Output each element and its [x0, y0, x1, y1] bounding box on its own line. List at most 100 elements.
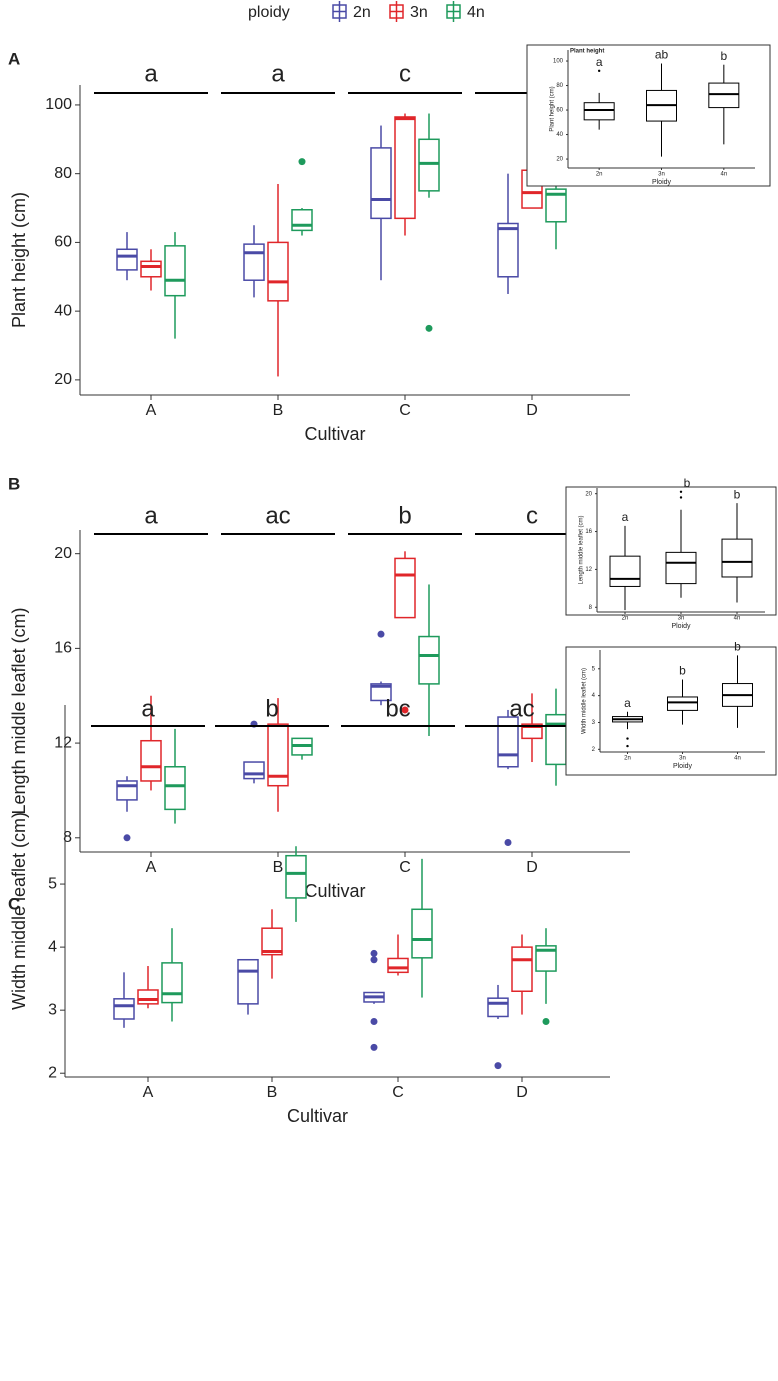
y-tick-label: 5 — [48, 875, 57, 892]
box — [291, 209, 313, 232]
box — [665, 551, 697, 585]
inset-group-letter: b — [734, 487, 741, 501]
x-tick-label: B — [273, 859, 284, 876]
legend-label: 4n — [467, 4, 485, 21]
box — [370, 147, 392, 220]
inset-group-letter: a — [622, 510, 629, 524]
group-letter: ac — [265, 502, 290, 529]
inset-x-tick-label: 3n — [678, 616, 685, 622]
inset-group-letter: a — [624, 696, 631, 710]
box — [497, 222, 519, 278]
box — [497, 716, 519, 768]
outlier — [597, 69, 601, 73]
box — [394, 116, 416, 220]
box — [243, 243, 265, 281]
x-axis-title: Cultivar — [304, 424, 365, 444]
inset-y-title: Length middle leaflet (cm) — [579, 515, 585, 584]
y-tick-label: 100 — [45, 96, 72, 113]
y-tick-label: 4 — [48, 938, 57, 955]
y-tick-label: 16 — [54, 640, 72, 657]
group-letter: a — [144, 502, 158, 529]
x-tick-label: C — [399, 859, 411, 876]
inset-x-title: Ploidy — [673, 763, 693, 770]
group-letter: c — [526, 502, 538, 529]
inset-x-tick-label: 4n — [734, 756, 741, 762]
y-axis-title: Length middle leaflet (cm) — [9, 607, 29, 814]
outlier — [542, 1018, 550, 1026]
outlier — [494, 1062, 502, 1070]
y-tick-label: 4 — [592, 693, 596, 699]
group-letter: b — [265, 695, 278, 722]
inset-group-letter: ab — [655, 48, 669, 62]
y-tick-label: 100 — [553, 59, 564, 65]
inset-x-tick-label: 2n — [596, 172, 603, 178]
box — [164, 245, 186, 297]
inset-group-letter: b — [679, 664, 686, 678]
outlier — [626, 737, 629, 740]
box — [140, 739, 162, 782]
box — [370, 683, 392, 702]
x-tick-label: D — [526, 859, 538, 876]
group-letter: bc — [385, 695, 410, 722]
inset-x-tick-label: 4n — [720, 172, 727, 178]
inset-title: Plant height — [570, 49, 604, 55]
inset-x-tick-label: 3n — [679, 756, 686, 762]
box — [583, 102, 615, 121]
x-axis-title: Cultivar — [304, 881, 365, 901]
box — [116, 248, 138, 271]
group-letter: a — [141, 695, 155, 722]
outlier — [370, 1018, 378, 1026]
inset-x-tick-label: 2n — [622, 616, 629, 622]
y-tick-label: 8 — [589, 605, 593, 611]
panel-label: A — [8, 49, 20, 68]
box — [285, 854, 307, 899]
outlier — [123, 834, 131, 842]
y-tick-label: 40 — [54, 302, 72, 319]
box — [137, 989, 159, 1005]
box — [721, 538, 753, 578]
inset-y-title: Plant height (cm) — [550, 86, 556, 131]
y-tick-label: 20 — [556, 157, 563, 163]
panel-label: B — [8, 474, 20, 493]
panel-label: C — [8, 894, 20, 913]
box — [418, 138, 440, 192]
x-tick-label: D — [526, 402, 538, 419]
legend-label: 3n — [410, 4, 428, 21]
x-tick-label: B — [273, 402, 284, 419]
outlier — [679, 490, 683, 493]
outlier — [679, 496, 683, 499]
y-tick-label: 20 — [54, 545, 72, 562]
inset-x-tick-label: 3n — [658, 172, 665, 178]
group-letter: ac — [509, 695, 534, 722]
inset-x-tick-label: 4n — [734, 616, 741, 622]
box — [261, 927, 283, 956]
box — [411, 908, 433, 959]
y-tick-label: 16 — [585, 529, 592, 535]
inset-group-letter: b — [734, 640, 741, 654]
y-tick-label: 80 — [556, 83, 563, 89]
inset-x-tick-label: 2n — [624, 756, 631, 762]
y-tick-label: 20 — [585, 491, 592, 497]
inset-y-title: Width middle leaflet (cm) — [582, 668, 588, 734]
x-tick-label: C — [392, 1084, 404, 1101]
box — [140, 260, 162, 278]
box — [667, 696, 698, 711]
x-tick-label: B — [267, 1084, 278, 1101]
y-tick-label: 5 — [592, 666, 596, 672]
y-tick-label: 60 — [54, 234, 72, 251]
box — [237, 958, 259, 1005]
legend-title: ploidy — [248, 4, 290, 21]
y-tick-label: 3 — [592, 720, 596, 726]
box — [394, 557, 416, 619]
outlier — [401, 706, 409, 714]
inset-x-title: Ploidy — [652, 179, 672, 186]
box — [545, 713, 567, 766]
legend-label: 2n — [353, 4, 371, 21]
box — [545, 188, 567, 223]
outlier — [370, 949, 378, 957]
outlier — [370, 1043, 378, 1051]
group-letter: a — [144, 60, 158, 87]
y-tick-label: 40 — [556, 132, 563, 138]
x-tick-label: C — [399, 402, 411, 419]
